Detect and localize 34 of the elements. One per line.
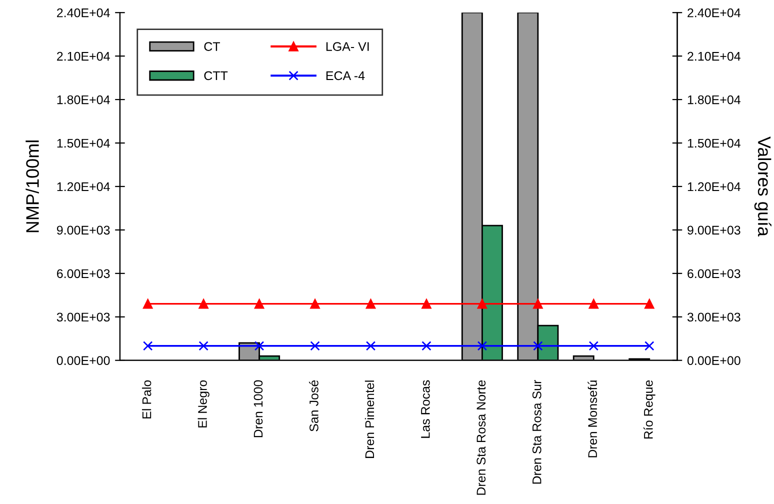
legend-label: CT — [204, 42, 220, 51]
x-tick-label: El Palo — [142, 380, 152, 418]
y-tick-label: 6.00E+03 — [57, 269, 110, 278]
x-tick-label: Las Rocas — [421, 380, 430, 438]
y2-tick-label: 2.10E+04 — [688, 52, 740, 61]
y-tick-label: 2.40E+04 — [57, 8, 110, 18]
x-tick-label: Río Reque — [643, 380, 656, 439]
x-tick-label: Dren Sta Rosa Sur — [532, 380, 542, 484]
y2-tick-label: 1.50E+04 — [688, 138, 740, 148]
y-tick-label: 9.00E+03 — [56, 226, 110, 235]
x-tick-label: Dren Monsefú — [588, 380, 598, 458]
legend-label: LGA- VI — [326, 42, 369, 51]
y-axis-title: NMP/100ml — [26, 140, 39, 232]
y2-tick-label: 9.00E+03 — [688, 226, 740, 235]
x-tick-label: Dren Pimentel — [364, 380, 374, 458]
y-tick-label: 1.80E+04 — [57, 95, 110, 104]
y-tick-label: 1.20E+04 — [57, 182, 110, 192]
y-tick-label: 3.00E+03 — [56, 312, 110, 322]
y-tick-label: 1.50E+04 — [57, 138, 110, 148]
y-tick-label: 0.00E+00 — [56, 356, 110, 366]
x-tick-label: Dren 1000 — [254, 380, 263, 438]
x-tick-label: El Negro — [198, 380, 210, 428]
y2-tick-label: 2.40E+04 — [688, 8, 740, 18]
y2-tick-label: 3.00E+03 — [687, 312, 740, 322]
y-tick-label: 2.10E+04 — [57, 52, 110, 61]
y2-axis-title: Valores guía — [754, 136, 772, 237]
x-tick-label: Dren Sta Rosa Norte — [476, 380, 486, 495]
y2-tick-label: 6.00E+03 — [688, 269, 740, 278]
legend-label: CTT — [204, 71, 228, 80]
x-tick-label: San José — [309, 380, 318, 432]
legend-label: ECA -4 — [326, 71, 365, 80]
y2-tick-label: 1.80E+04 — [688, 95, 740, 104]
y2-tick-label: 1.20E+04 — [688, 182, 740, 192]
y2-tick-label: 0.00E+00 — [687, 356, 740, 366]
